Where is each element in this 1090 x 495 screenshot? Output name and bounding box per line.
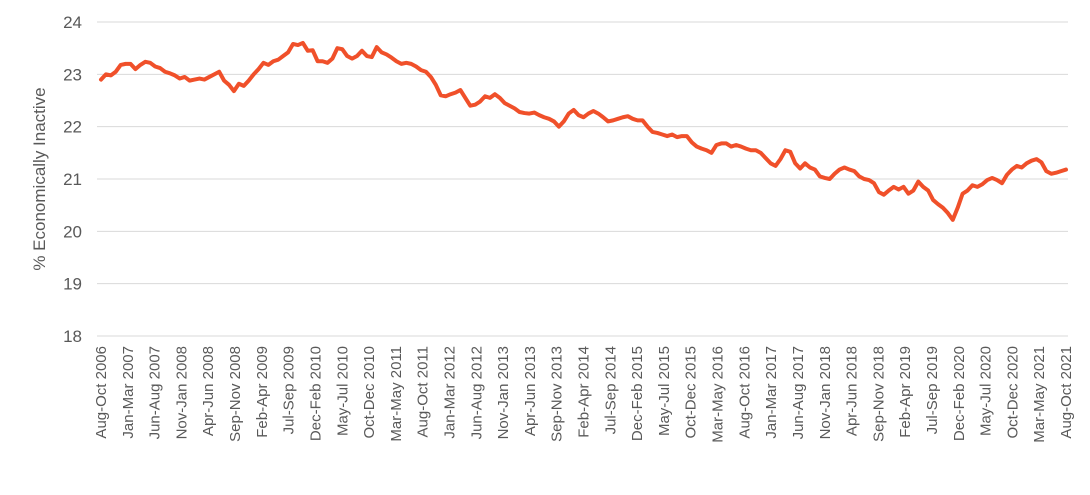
x-tick-label: Jul-Sep 2014 — [602, 346, 619, 434]
x-tick-label: Jun-Aug 2007 — [147, 346, 164, 439]
x-tick-label: Sep-Nov 2018 — [870, 346, 887, 442]
x-tick-label: Sep-Nov 2013 — [549, 346, 566, 442]
x-tick-label: Feb-Apr 2014 — [576, 346, 593, 438]
x-tick-label: Jan-Mar 2017 — [763, 346, 780, 439]
x-tick-label: Mar-May 2016 — [710, 346, 727, 443]
series-line-0 — [99, 40, 1068, 222]
y-tick-label: 22 — [63, 118, 82, 137]
x-axis-ticks: Aug-Oct 2006 Jan-Mar 2007 Jun-Aug 2007 Nov-… — [93, 346, 1075, 443]
x-tick-label: Feb-Apr 2009 — [254, 346, 271, 438]
x-tick-label: Aug-Oct 2016 — [736, 346, 753, 439]
x-tick-label: Mar-May 2021 — [1031, 346, 1048, 443]
gridlines — [97, 21, 1068, 337]
x-tick-label: Oct-Dec 2010 — [361, 346, 378, 439]
x-tick-label: Feb-Apr 2019 — [897, 346, 914, 438]
x-tick-label: Nov-Jan 2008 — [173, 346, 190, 439]
x-tick-label: Jan-Mar 2012 — [441, 346, 458, 439]
x-tick-label: Aug-Oct 2021 — [1058, 346, 1075, 439]
y-tick-label: 20 — [63, 222, 82, 241]
x-tick-label: Jan-Mar 2007 — [120, 346, 137, 439]
x-tick-label: May-Jul 2015 — [656, 346, 673, 436]
x-tick-label: Oct-Dec 2020 — [1004, 346, 1021, 439]
y-tick-label: 19 — [63, 275, 82, 294]
x-tick-label: Sep-Nov 2008 — [227, 346, 244, 442]
y-tick-label: 21 — [63, 170, 82, 189]
x-tick-label: Oct-Dec 2015 — [683, 346, 700, 439]
x-tick-label: Apr-Jun 2013 — [522, 346, 539, 436]
x-tick-label: Nov-Jan 2013 — [495, 346, 512, 439]
x-tick-label: May-Jul 2010 — [334, 346, 351, 436]
y-tick-label: 23 — [63, 65, 82, 84]
x-tick-label: Dec-Feb 2010 — [307, 346, 324, 441]
x-tick-label: Mar-May 2011 — [388, 346, 405, 442]
x-tick-label: Aug-Oct 2011 — [415, 346, 432, 437]
x-tick-label: Nov-Jan 2018 — [817, 346, 834, 439]
x-tick-label: Jun-Aug 2012 — [468, 346, 485, 439]
y-tick-label: 18 — [63, 327, 82, 346]
series-layer — [99, 40, 1068, 222]
x-tick-label: Apr-Jun 2018 — [844, 346, 861, 436]
x-tick-label: Jul-Sep 2009 — [281, 346, 298, 434]
x-tick-label: Dec-Feb 2015 — [629, 346, 646, 441]
y-axis-title: % Economically Inactive — [30, 87, 49, 270]
y-axis-ticks: 18 19 20 21 22 23 24 — [63, 13, 82, 346]
x-tick-label: Dec-Feb 2020 — [951, 346, 968, 441]
x-tick-label: Jul-Sep 2019 — [924, 346, 941, 434]
x-tick-label: Aug-Oct 2006 — [93, 346, 110, 439]
y-tick-label: 24 — [63, 13, 82, 32]
x-tick-label: May-Jul 2020 — [978, 346, 995, 436]
x-tick-label: Jun-Aug 2017 — [790, 346, 807, 439]
x-tick-label: Apr-Jun 2008 — [200, 346, 217, 436]
